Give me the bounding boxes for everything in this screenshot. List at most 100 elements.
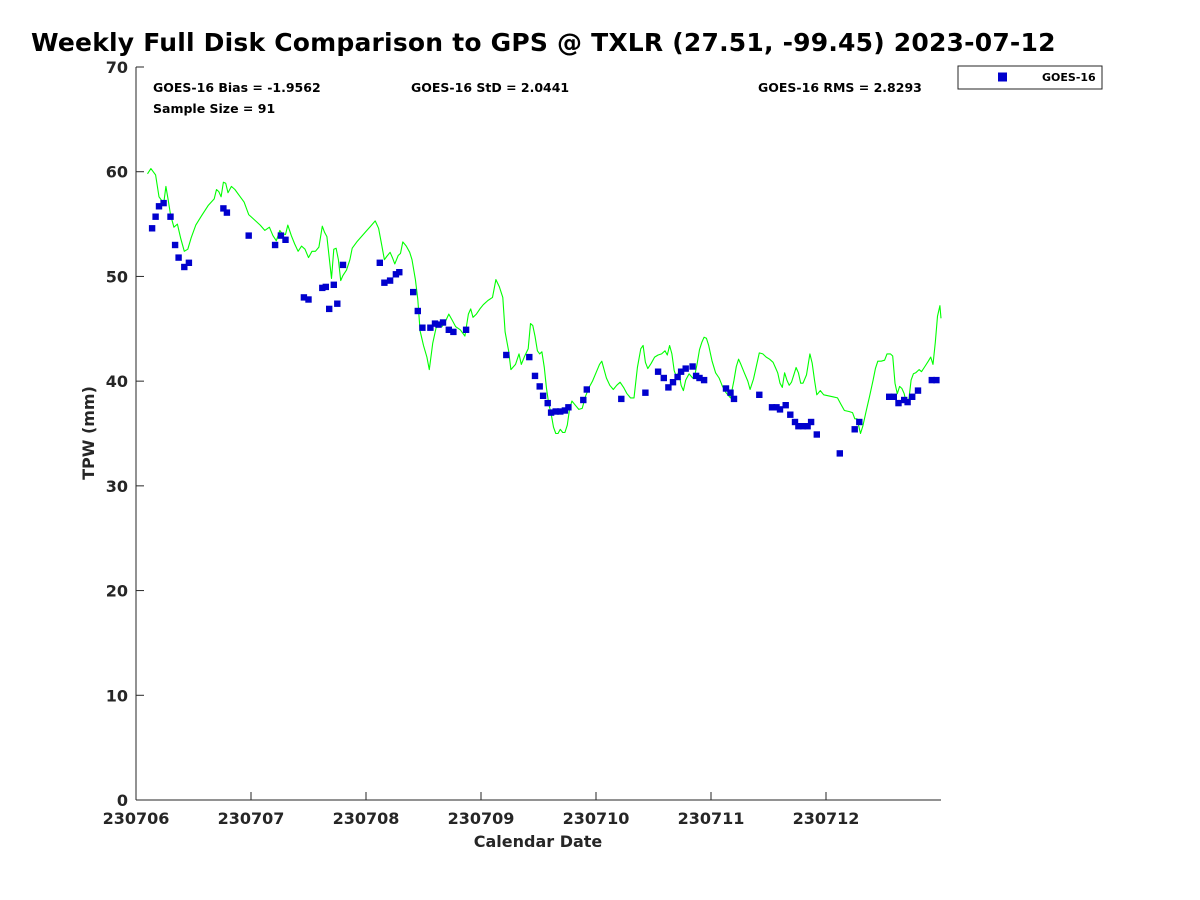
goes-point bbox=[539, 392, 547, 399]
goes-point bbox=[674, 373, 681, 381]
goes-point bbox=[933, 376, 940, 384]
goes-point bbox=[392, 271, 400, 278]
goes-point bbox=[787, 411, 794, 418]
goes-point bbox=[665, 384, 672, 391]
goes-point bbox=[223, 209, 231, 216]
goes-point bbox=[462, 326, 470, 333]
goes-point bbox=[807, 418, 815, 426]
goes-point bbox=[552, 408, 559, 415]
y-tick-label: 10 bbox=[106, 686, 128, 705]
y-tick-label: 40 bbox=[106, 372, 128, 391]
legend-box bbox=[957, 65, 1103, 90]
x-tick-label: 230712 bbox=[793, 809, 860, 828]
goes-point bbox=[565, 404, 572, 411]
goes-point bbox=[583, 386, 590, 393]
goes-point bbox=[682, 365, 689, 372]
axes: 0 10 20 30 40 50 60 70 230706 230707 230708 230709 2… bbox=[103, 58, 941, 828]
goes-point bbox=[155, 203, 163, 210]
goes-point bbox=[909, 393, 916, 400]
gps-line bbox=[147, 168, 942, 435]
gps-series bbox=[147, 168, 942, 435]
goes-point bbox=[580, 396, 587, 404]
chart-title: Weekly Full Disk Comparison to GPS @ TXL… bbox=[31, 28, 1056, 57]
goes-point bbox=[419, 324, 426, 331]
goes-point bbox=[450, 328, 457, 336]
legend-label: GOES-16 bbox=[1042, 71, 1096, 84]
goes-point bbox=[696, 374, 703, 382]
goes-point bbox=[856, 418, 863, 426]
goes-point bbox=[813, 431, 820, 438]
goes-point bbox=[427, 324, 434, 331]
goes-point bbox=[410, 288, 417, 296]
goes-point bbox=[928, 376, 935, 384]
goes-point bbox=[439, 319, 447, 326]
goes-point bbox=[220, 205, 227, 212]
goes-point bbox=[171, 241, 179, 249]
goes-point bbox=[445, 326, 452, 333]
goes-point bbox=[904, 398, 911, 406]
goes-point bbox=[414, 307, 421, 315]
goes-point bbox=[435, 321, 442, 328]
goes-point bbox=[322, 283, 329, 291]
x-tick-label: 230706 bbox=[103, 809, 170, 828]
goes-point bbox=[700, 376, 708, 384]
goes-point bbox=[547, 409, 555, 416]
goes-point bbox=[773, 404, 780, 411]
goes-point bbox=[185, 259, 193, 266]
x-tick-label: 230709 bbox=[448, 809, 515, 828]
goes-point bbox=[326, 305, 333, 313]
y-tick-label: 20 bbox=[106, 582, 128, 601]
goes-point bbox=[727, 389, 734, 396]
goes-point bbox=[271, 241, 279, 249]
goes-point bbox=[544, 399, 551, 407]
y-tick-label: 0 bbox=[117, 791, 128, 810]
goes-point bbox=[895, 399, 902, 407]
goes-point bbox=[799, 423, 807, 430]
x-axis-title: Calendar Date bbox=[474, 832, 603, 851]
goes-point bbox=[901, 396, 908, 404]
legend: GOES-16 bbox=[957, 65, 1103, 90]
goes-point bbox=[654, 368, 662, 375]
goes-point bbox=[722, 385, 730, 392]
goes-point bbox=[386, 277, 394, 284]
goes-point bbox=[536, 383, 543, 390]
goes-point bbox=[319, 284, 326, 292]
y-tick-label: 30 bbox=[106, 477, 128, 496]
goes-point bbox=[776, 406, 784, 413]
y-axis-title: TPW (mm) bbox=[79, 386, 98, 480]
goes-point bbox=[660, 374, 667, 382]
x-tick-label: 230711 bbox=[678, 809, 745, 828]
goes-point bbox=[431, 320, 439, 327]
goes-point bbox=[557, 408, 564, 415]
goes-point bbox=[890, 393, 897, 400]
goes-point bbox=[782, 402, 789, 409]
y-tick-label: 50 bbox=[106, 267, 128, 286]
goes-point bbox=[795, 423, 802, 430]
goes-point bbox=[381, 279, 388, 286]
goes-point bbox=[618, 395, 625, 403]
bias-stat: GOES-16 Bias = -1.9562 bbox=[153, 80, 321, 95]
goes-point bbox=[330, 281, 337, 288]
goes-point bbox=[692, 372, 700, 380]
goes-point bbox=[791, 418, 799, 426]
goes-point bbox=[305, 296, 312, 303]
goes-point bbox=[836, 450, 843, 457]
goes-point bbox=[689, 363, 696, 370]
sample-size-stat: Sample Size = 91 bbox=[153, 101, 275, 116]
y-tick-label: 70 bbox=[106, 58, 128, 77]
goes-point bbox=[175, 254, 182, 261]
goes-point bbox=[804, 423, 811, 430]
goes-point bbox=[914, 387, 922, 394]
rms-stat: GOES-16 RMS = 2.8293 bbox=[758, 80, 922, 95]
goes-point bbox=[160, 199, 167, 207]
goes-point bbox=[851, 426, 858, 433]
x-tick-label: 230708 bbox=[333, 809, 400, 828]
goes-point bbox=[531, 372, 539, 380]
goes-point bbox=[152, 213, 159, 220]
x-tick-label: 230710 bbox=[563, 809, 630, 828]
goes-point bbox=[768, 404, 776, 411]
goes-point bbox=[756, 391, 763, 398]
goes-point bbox=[282, 236, 289, 243]
goes-series bbox=[148, 199, 940, 457]
